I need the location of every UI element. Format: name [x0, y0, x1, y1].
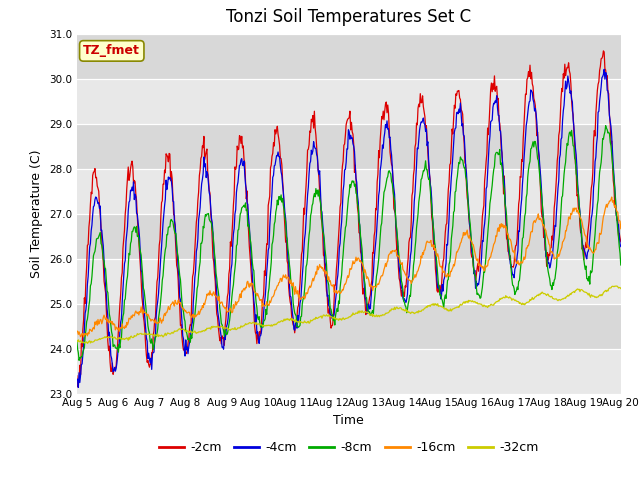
Y-axis label: Soil Temperature (C): Soil Temperature (C): [30, 149, 44, 278]
Bar: [77, 34, 621, 79]
Bar: [77, 348, 621, 394]
Bar: [77, 259, 621, 304]
Title: Tonzi Soil Temperatures Set C: Tonzi Soil Temperatures Set C: [226, 9, 472, 26]
Bar: [77, 79, 621, 124]
Bar: [77, 168, 621, 214]
X-axis label: Time: Time: [333, 414, 364, 427]
Legend: -2cm, -4cm, -8cm, -16cm, -32cm: -2cm, -4cm, -8cm, -16cm, -32cm: [154, 436, 543, 459]
Bar: [77, 304, 621, 348]
Text: TZ_fmet: TZ_fmet: [83, 44, 140, 58]
Bar: [77, 214, 621, 259]
Bar: [77, 124, 621, 168]
